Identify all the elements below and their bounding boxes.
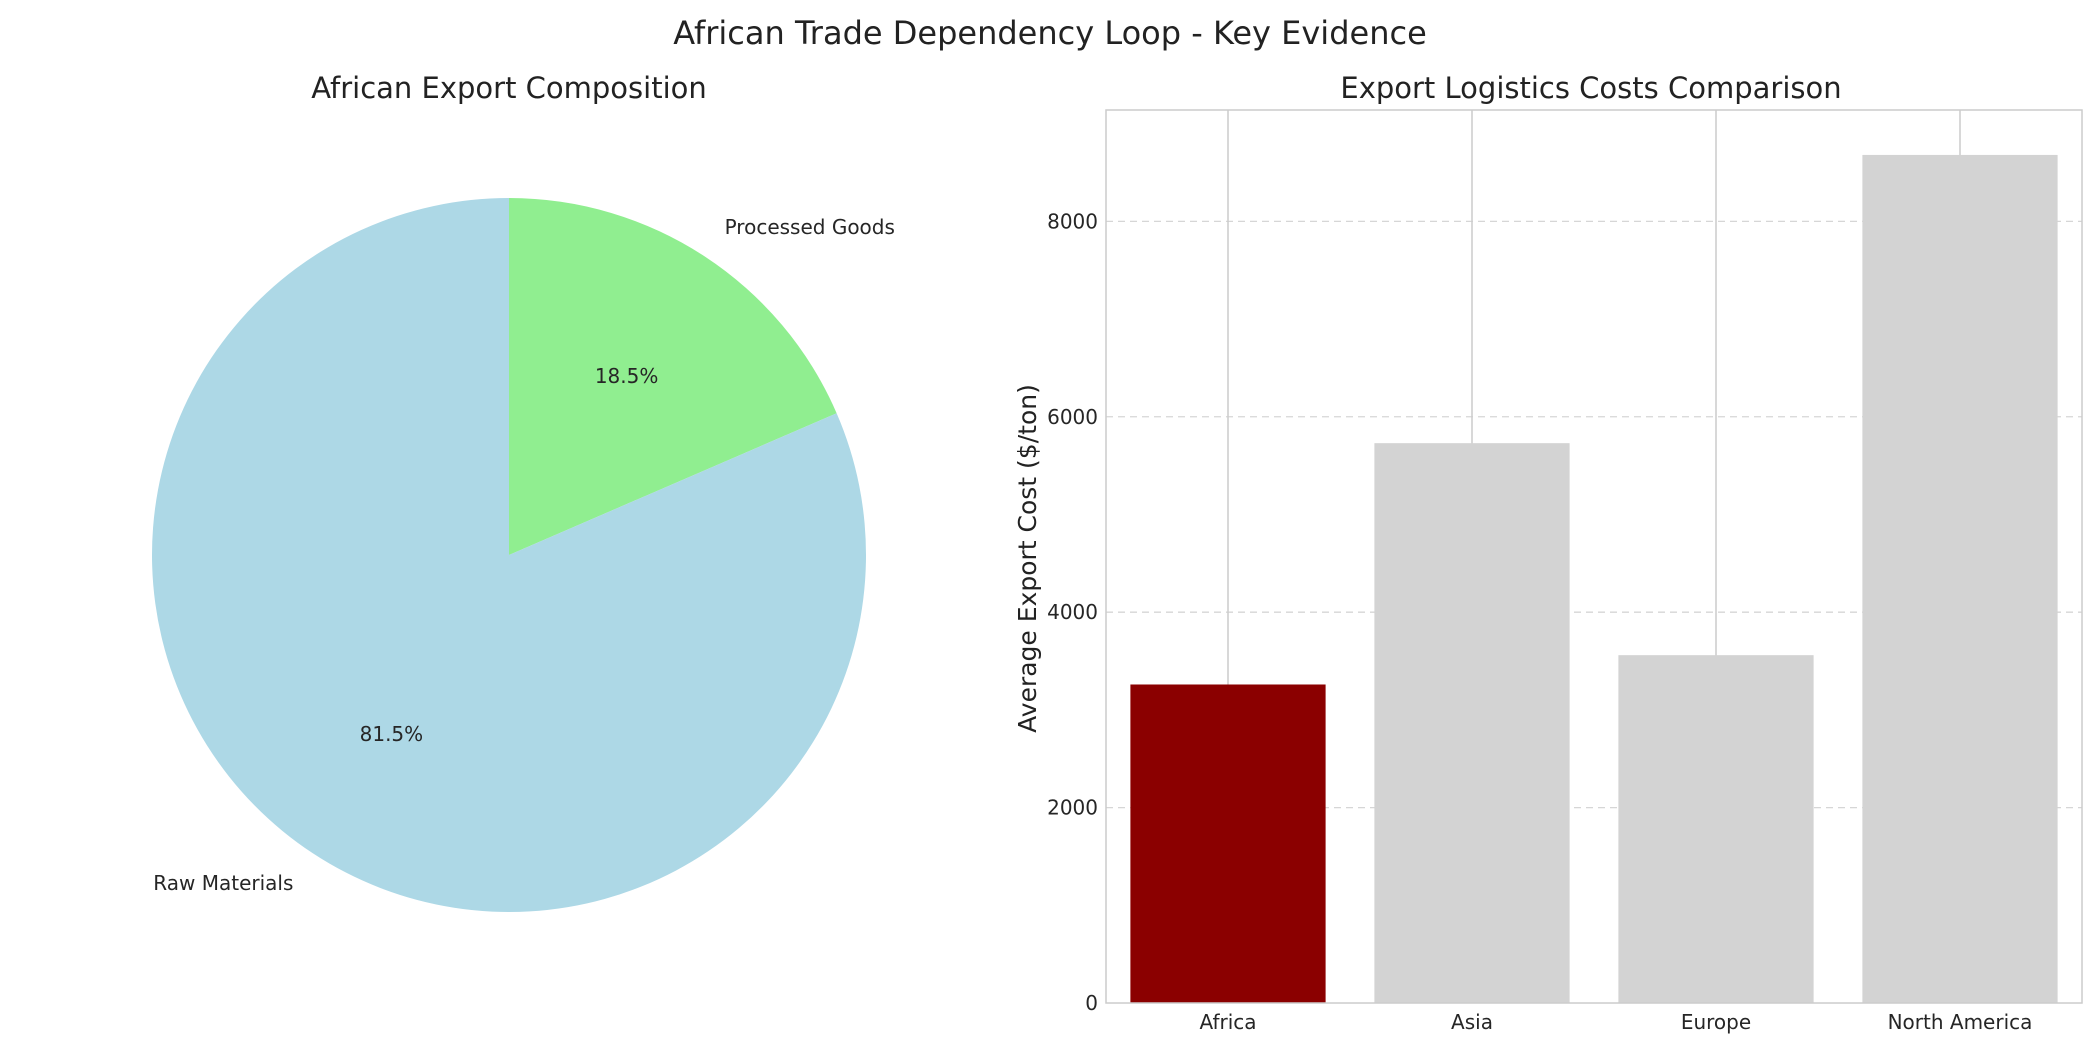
pie-slice-processed-goods [509, 198, 837, 555]
x-tick-label: Europe [1681, 1010, 1751, 1034]
bar-y-ticks: 0 2000 4000 6000 8000 [1047, 209, 1098, 1015]
x-tick-label: North America [1888, 1010, 2033, 1034]
pie-category-label: Raw Materials [153, 871, 293, 895]
pie-category-label: Processed Goods [725, 215, 895, 239]
pie-slice-raw-materials [152, 198, 866, 913]
bar-x-ticks: Africa Asia Europe North America [1199, 1010, 2032, 1034]
pie-texts: 18.5% Processed Goods 81.5% Raw Materials [153, 215, 895, 895]
x-tick-label: Africa [1199, 1010, 1256, 1034]
bar-series [1130, 154, 2058, 1003]
y-tick-label: 2000 [1047, 796, 1098, 820]
y-tick-label: 6000 [1047, 405, 1098, 429]
y-tick-label: 0 [1085, 991, 1098, 1015]
pie-percent-label: 18.5% [595, 364, 659, 388]
x-tick-label: Asia [1451, 1010, 1493, 1034]
bar-chart-title: Export Logistics Costs Comparison [1340, 71, 1841, 105]
figure-title: African Trade Dependency Loop - Key Evid… [673, 14, 1427, 52]
pie-percent-label: 81.5% [360, 722, 424, 746]
y-tick-label: 4000 [1047, 600, 1098, 624]
bar-north-america [1862, 154, 2058, 1003]
pie-chart: African Export Composition 18.5% Processe… [152, 71, 895, 913]
bar-europe [1618, 655, 1814, 1003]
bar-y-axis-label: Average Export Cost ($/ton) [1013, 384, 1042, 733]
bar-plot-frame [1105, 109, 2083, 1004]
bar-asia [1374, 443, 1570, 1003]
pie-chart-title: African Export Composition [311, 71, 707, 105]
y-tick-label: 8000 [1047, 209, 1098, 233]
bar-chart: Export Logistics Costs Comparison 0 2000 4… [1013, 71, 2083, 1034]
bar-africa [1130, 684, 1326, 1003]
pie-slices [152, 198, 866, 913]
